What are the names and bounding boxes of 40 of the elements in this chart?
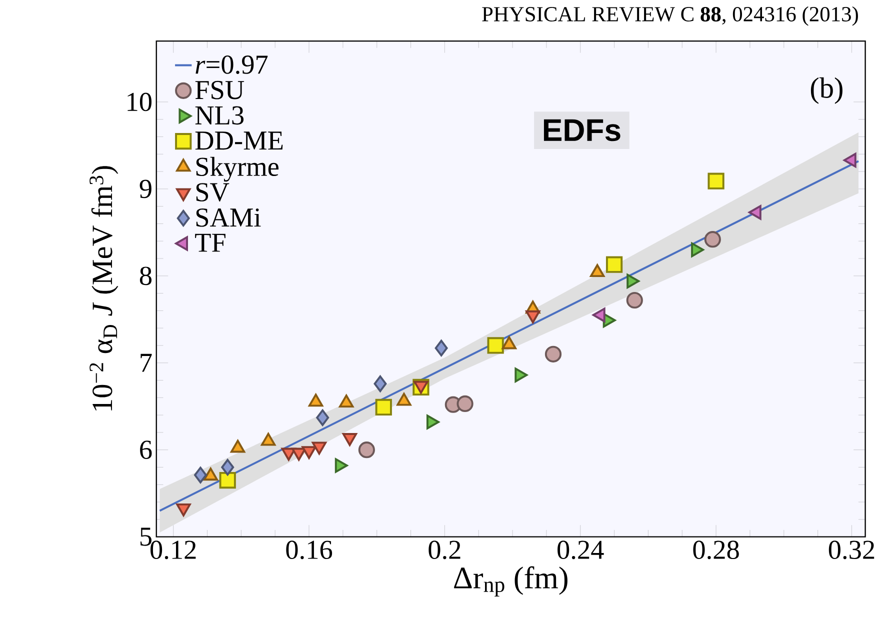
point [708,173,724,190]
legend-label: FSU [195,81,244,100]
x-tick-label: 0.28 [693,540,739,560]
x-tick-label: 0.32 [828,540,874,560]
chart-title: PHYSICAL REVIEW C 88, 024316 (2013) [482,6,858,26]
x-tick-label: 0.12 [150,540,196,560]
point [434,340,448,357]
y-axis-title: 10$^{−2}$ α$_{D}$ J (MeV fm$^{3}$) [90,166,118,411]
point [374,376,387,392]
legend-label: SAMi [196,208,261,227]
point [487,337,504,354]
y-tick-label: 8 [140,266,152,286]
point [626,292,643,309]
x-tick-label: 0.24 [558,540,604,560]
annotation: EDFs [544,120,620,142]
legend-label: SV [196,183,230,202]
point [316,410,330,426]
y-tick-label: 6 [140,440,152,460]
point [704,231,721,248]
y-tick-label: 10 [128,92,152,112]
y-tick-label: 7 [140,354,152,372]
legend-label: Skyrme [196,157,278,182]
y-tick-label: 5 [140,528,152,546]
legend-label: TF [195,234,226,252]
x-tick-label: 0.2 [428,540,460,560]
legend-label: NL3 [195,106,244,125]
point [606,256,623,274]
point [544,346,562,363]
point [194,466,207,484]
point [219,472,236,489]
x-tick-label: 0.16 [286,540,332,560]
legend-label: DD-ME [195,132,283,150]
point [375,399,392,416]
point [456,396,474,412]
point [221,459,234,476]
annotation: (b) [810,78,842,104]
y-tick-label: 9 [140,180,152,198]
point [358,442,375,458]
x-axis-title: Δr$_{np}$ (fm) [454,566,568,597]
legend-label: r=0.97 [196,56,268,74]
